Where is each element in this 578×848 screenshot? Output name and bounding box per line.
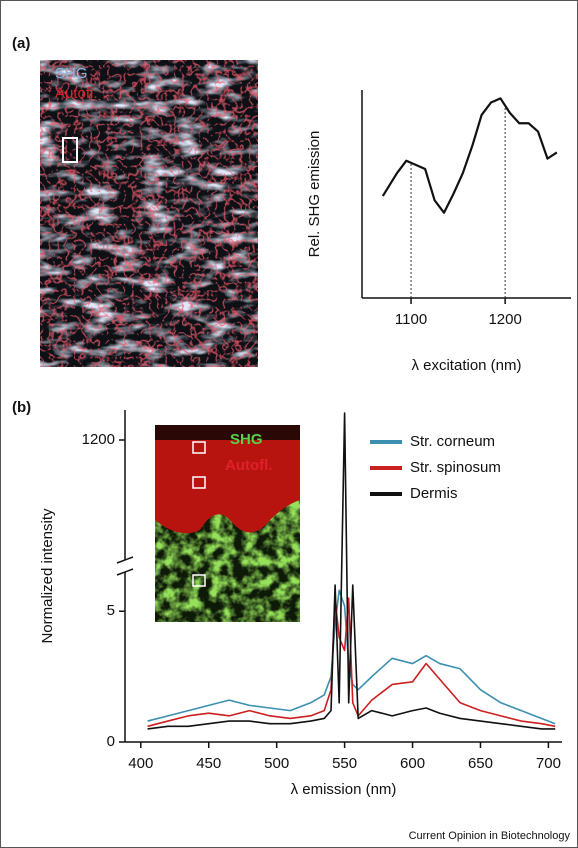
panel-label: (a) (12, 35, 30, 52)
x-tick-label: 700 (536, 755, 561, 772)
axis-break (116, 556, 134, 564)
data-line (147, 412, 556, 730)
panel-label: (b) (12, 399, 31, 416)
data-line (147, 589, 556, 725)
x-tick-label: 400 (128, 755, 153, 772)
image-label: SHG (230, 431, 263, 448)
x-tick-label: 1200 (488, 311, 521, 328)
x-tick-label: 500 (264, 755, 289, 772)
legend-label: Str. spinosum (410, 459, 501, 476)
data-line (147, 597, 556, 728)
x-tick-label: 450 (196, 755, 221, 772)
data-line (381, 97, 558, 214)
y-tick-label: 1200 (82, 431, 115, 448)
y-axis-label: Rel. SHG emission (306, 131, 323, 258)
x-axis-label: λ emission (nm) (291, 781, 397, 798)
y-axis-label: Normalized intensity (39, 508, 56, 644)
image-label: Autofl. (225, 457, 272, 474)
legend-label: Dermis (410, 485, 458, 502)
x-tick-label: 1100 (395, 311, 427, 328)
footer: Current Opinion in Biotechnology (409, 830, 571, 842)
image-label: SHG (55, 65, 88, 82)
x-axis-label: λ excitation (nm) (411, 357, 521, 374)
image-label: Autofl. (55, 85, 98, 102)
y-tick-label: 5 (107, 602, 115, 619)
x-tick-label: 550 (332, 755, 357, 772)
y-tick-label: 0 (107, 733, 115, 750)
x-tick-label: 600 (400, 755, 425, 772)
micrograph (40, 60, 258, 367)
axis-break (116, 568, 134, 576)
x-tick-label: 650 (468, 755, 493, 772)
inset-micrograph (155, 425, 300, 622)
legend-label: Str. corneum (410, 433, 495, 450)
